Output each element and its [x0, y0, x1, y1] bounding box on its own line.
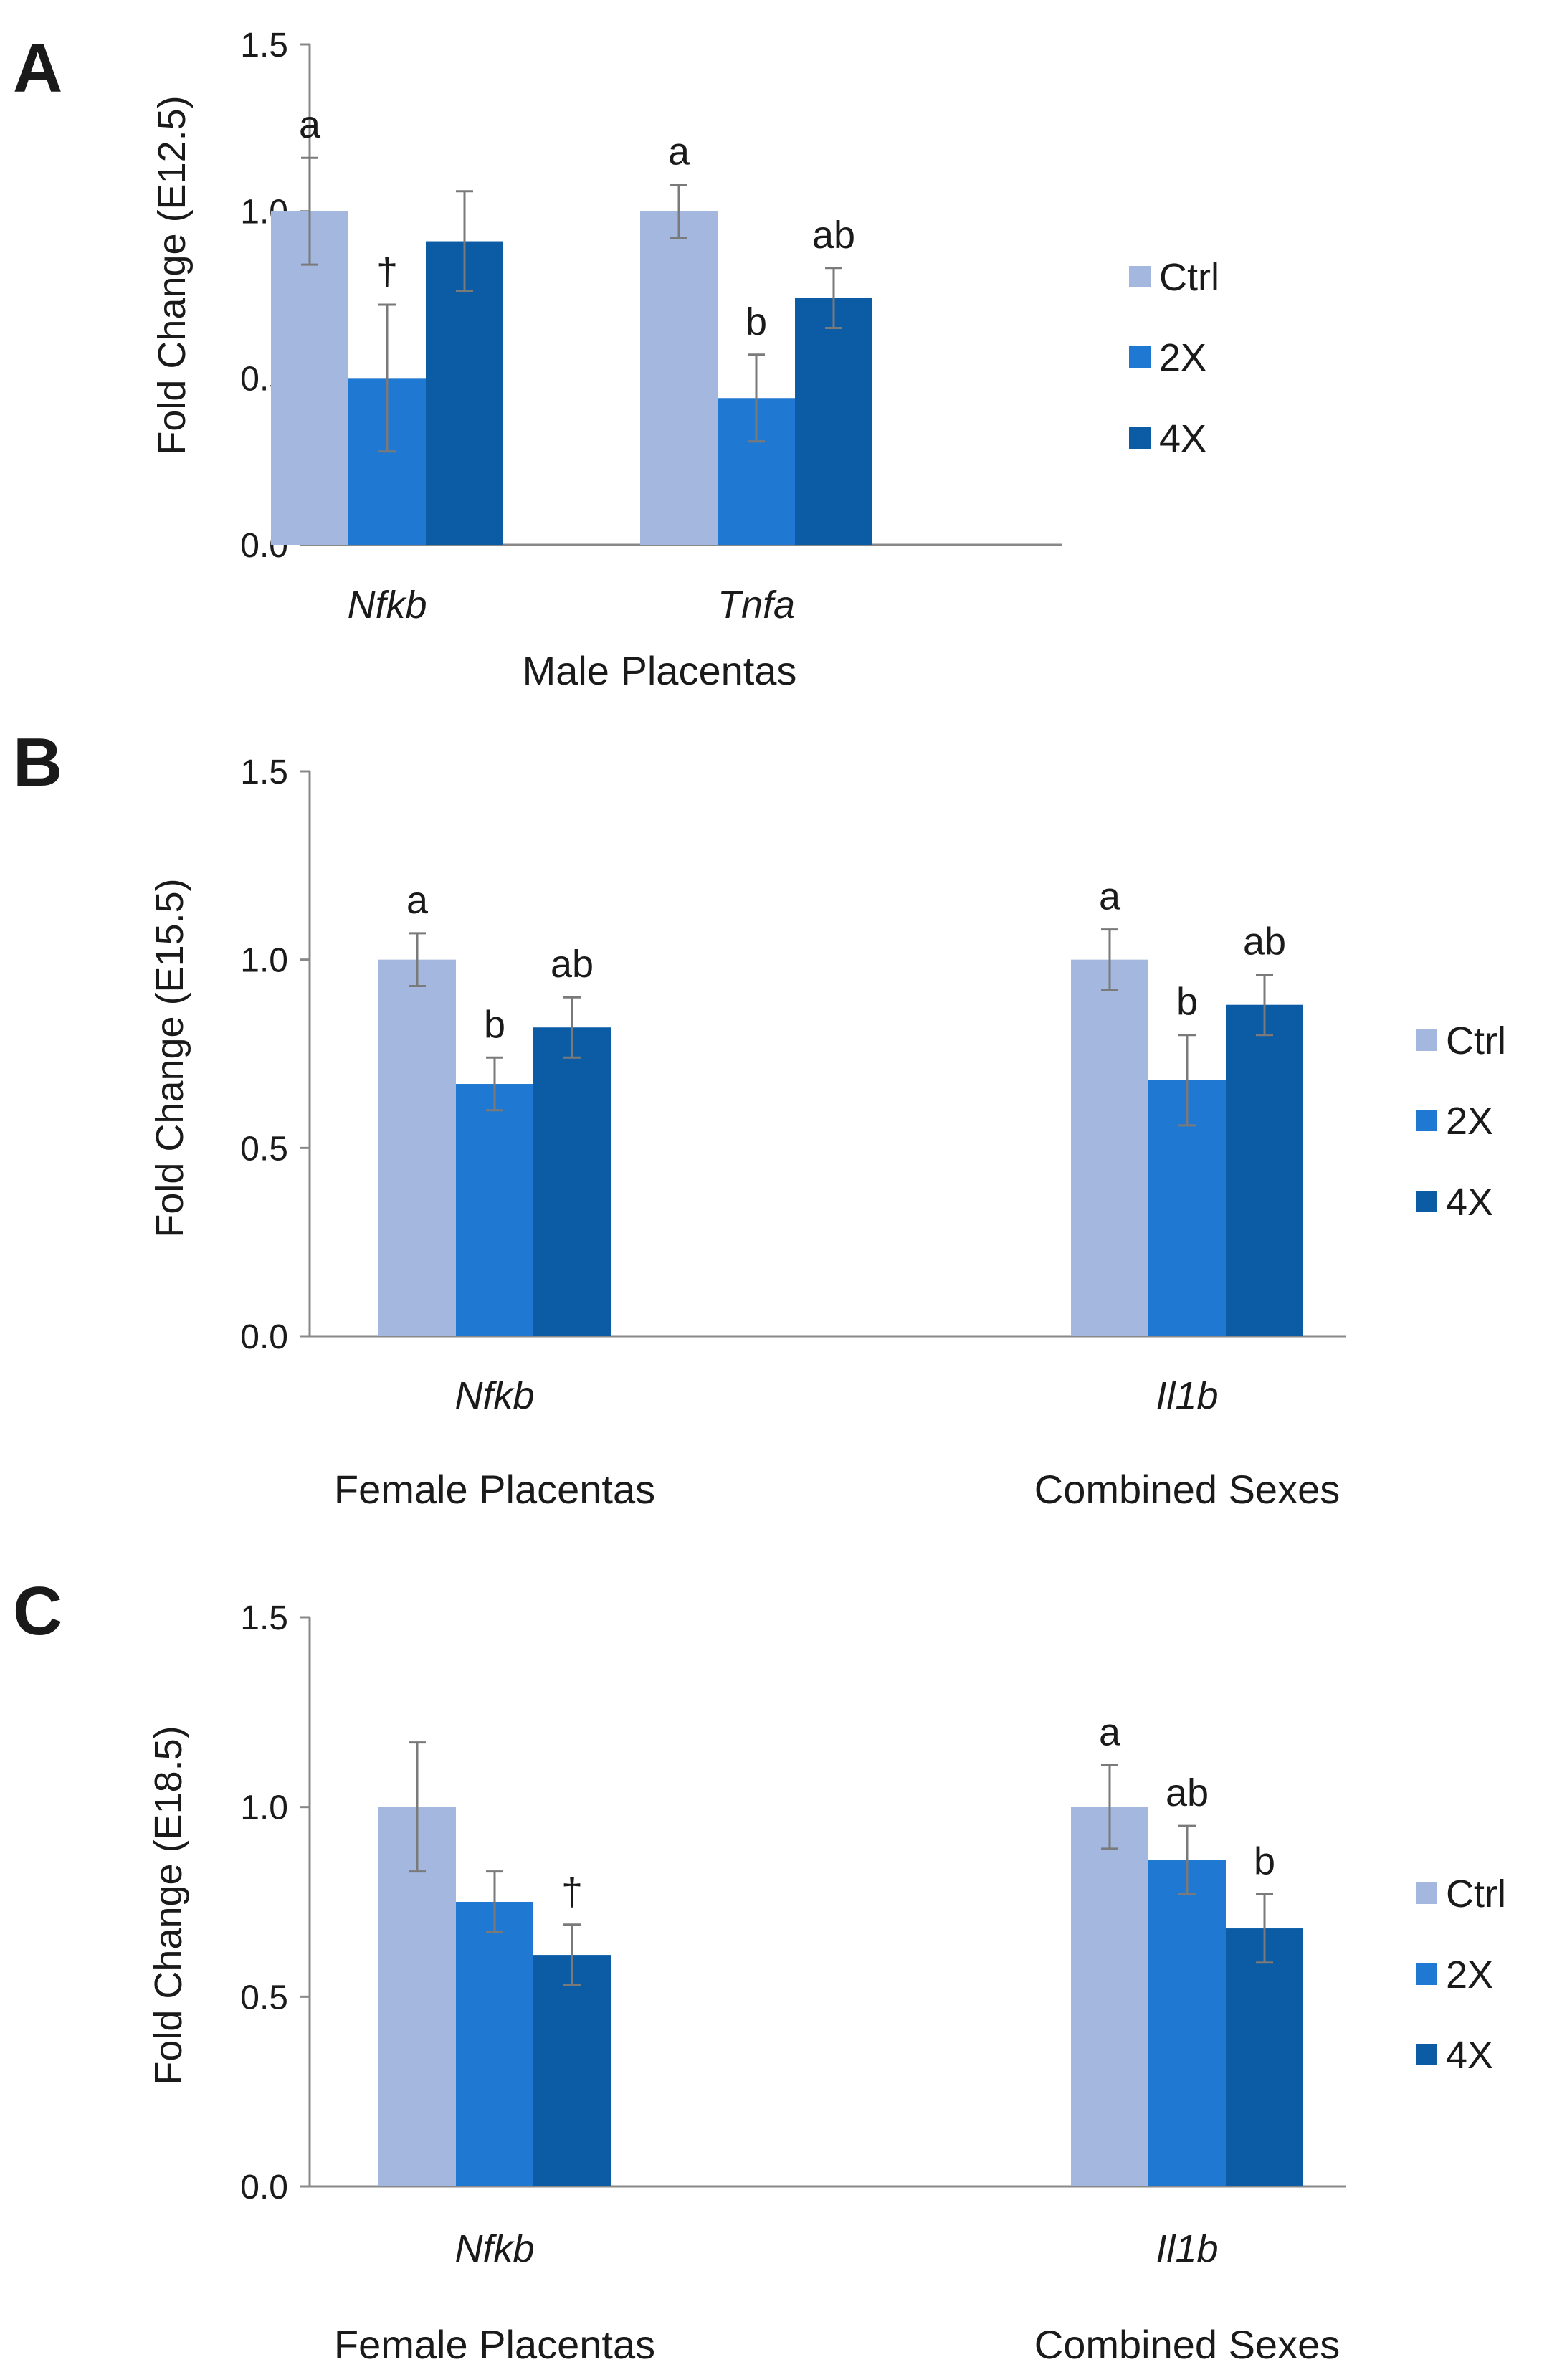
significance-label: a	[1099, 1710, 1121, 1753]
significance-label: ab	[812, 214, 855, 257]
y-tick-label: 1.5	[240, 1599, 288, 1637]
y-tick-label: 1.5	[240, 27, 288, 65]
legend-swatch-4x	[1416, 2044, 1437, 2065]
significance-label: ab	[1166, 1771, 1209, 1814]
bar-ctrl-il1b	[1071, 1807, 1148, 2186]
legend-label-2x: 2X	[1446, 1953, 1493, 1996]
legend-label-4x: 4X	[1446, 1181, 1493, 1224]
group-label: Male Placentas	[523, 648, 797, 693]
panel-b: B Fold Change (E15.5) 0.00.51.01.5ababNf…	[13, 724, 1506, 1512]
category-label-il1b: Il1b	[1156, 2227, 1218, 2270]
significance-label: ab	[551, 943, 594, 986]
legend-label-4x: 4X	[1159, 417, 1206, 460]
bar-2x-nfkb	[456, 1902, 533, 2186]
significance-label: a	[1099, 875, 1121, 918]
legend-swatch-4x	[1129, 427, 1151, 449]
legend-label-ctrl: Ctrl	[1446, 1872, 1506, 1915]
y-axis-label: Fold Change (E18.5)	[147, 1726, 190, 2085]
category-label-nfkb: Nfkb	[454, 2227, 534, 2270]
category-label-nfkb: Nfkb	[454, 1374, 534, 1417]
group-label: Combined Sexes	[1034, 1467, 1340, 1512]
y-axis-label: Fold Change (E12.5)	[151, 95, 194, 454]
bar-ctrl-il1b	[1071, 959, 1148, 1336]
group-label: Female Placentas	[334, 2322, 655, 2367]
bar-4x-nfkb	[533, 1955, 611, 2186]
significance-label: b	[1176, 981, 1198, 1024]
significance-label: b	[484, 1003, 505, 1046]
legend-label-2x: 2X	[1446, 1100, 1493, 1143]
bar-4x-nfkb	[533, 1027, 611, 1336]
group-label: Combined Sexes	[1034, 2322, 1340, 2367]
group-label: Female Placentas	[334, 1467, 655, 1512]
y-tick-label: 0.5	[240, 1130, 288, 1168]
panel-a: A Fold Change (E12.5) 0.00.51.01.5a†Nfkb…	[13, 27, 1219, 693]
y-tick-label: 1.5	[240, 753, 288, 791]
bar-ctrl-nfkb	[271, 211, 348, 545]
legend-swatch-2x	[1129, 346, 1151, 368]
bar-2x-nfkb	[456, 1084, 533, 1336]
legend-swatch-ctrl	[1416, 1029, 1437, 1051]
significance-label: a	[299, 103, 321, 146]
legend-label-ctrl: Ctrl	[1159, 256, 1219, 299]
bar-ctrl-nfkb	[378, 959, 456, 1336]
legend-swatch-ctrl	[1129, 266, 1151, 287]
legend-swatch-ctrl	[1416, 1882, 1437, 1904]
significance-label: a	[668, 130, 690, 173]
y-tick-label: 1.0	[240, 942, 288, 980]
y-axis-label: Fold Change (E15.5)	[148, 878, 191, 1237]
significance-label: b	[746, 300, 767, 343]
panel-c: C Fold Change (E18.5) 0.0 0.5 1.0 1.5 † Nfkb a…	[13, 1573, 1506, 2367]
legend-label-ctrl: Ctrl	[1446, 1019, 1506, 1062]
legend-swatch-4x	[1416, 1191, 1437, 1212]
y-tick-label: 1.0	[240, 1789, 288, 1827]
category-label-tnfa: Tnfa	[718, 584, 795, 627]
bar-4x-il1b	[1226, 1928, 1303, 2186]
bar-4x-il1b	[1226, 1004, 1303, 1336]
category-label-il1b: Il1b	[1156, 1374, 1218, 1417]
legend-label-4x: 4X	[1446, 2034, 1493, 2077]
category-label-nfkb: Nfkb	[347, 584, 427, 627]
panel-letter: A	[13, 30, 62, 107]
significance-label: †	[376, 250, 398, 293]
bar-ctrl-tnfa	[640, 211, 718, 545]
legend-swatch-2x	[1416, 1964, 1437, 1985]
y-tick-label: 0.0	[240, 2169, 288, 2207]
significance-label: ab	[1243, 920, 1286, 963]
legend-label-2x: 2X	[1159, 336, 1206, 379]
significance-label: †	[561, 1870, 583, 1913]
panel-letter: B	[13, 724, 62, 801]
bar-4x-tnfa	[795, 298, 872, 545]
bar-2x-il1b	[1148, 1860, 1226, 2186]
panel-letter: C	[13, 1573, 62, 1650]
significance-label: a	[406, 879, 429, 922]
y-tick-label: 0.0	[240, 1318, 288, 1356]
legend-swatch-2x	[1416, 1110, 1437, 1131]
y-tick-label: 0.5	[240, 1979, 288, 2017]
significance-label: b	[1254, 1839, 1275, 1882]
